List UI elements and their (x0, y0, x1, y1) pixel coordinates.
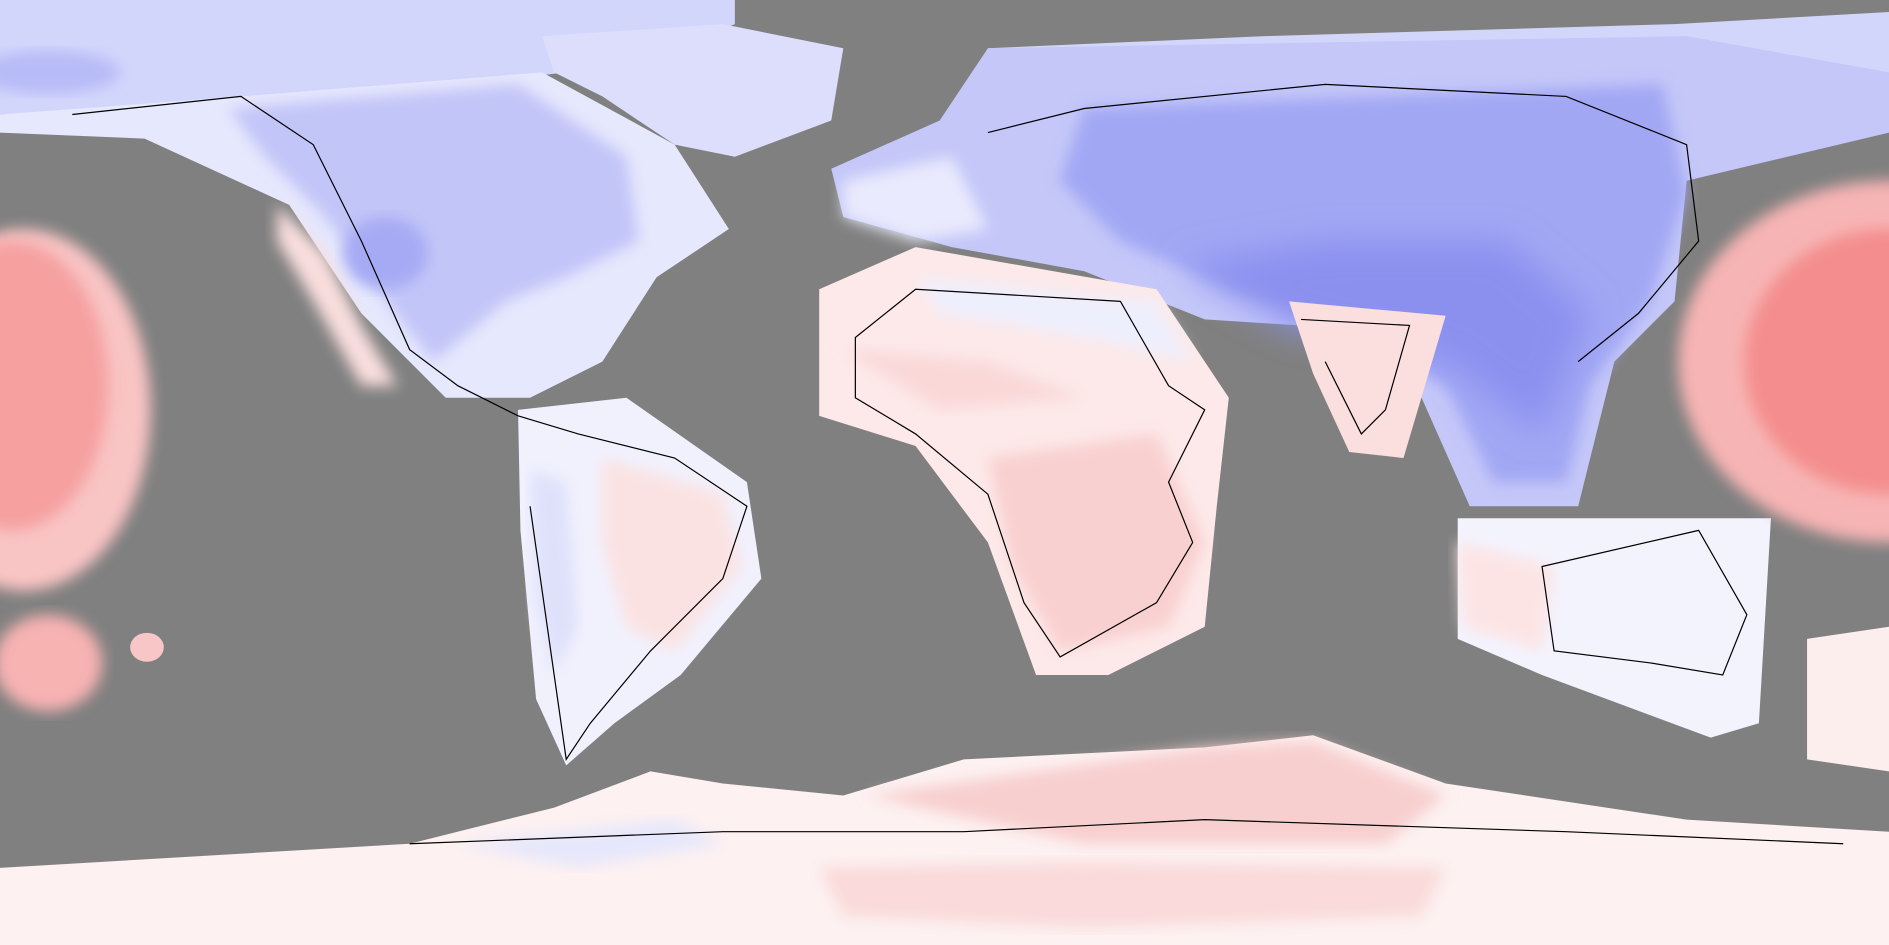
north-america (0, 72, 729, 398)
antarctica (0, 735, 1889, 945)
europe-asia (831, 36, 1889, 507)
coastlines (72, 83, 1844, 845)
australia (1457, 518, 1889, 772)
africa (819, 247, 1229, 676)
south-america (518, 397, 762, 766)
pacific-warm-anomalies (0, 180, 1889, 712)
india (1289, 301, 1446, 459)
greenland (542, 24, 844, 157)
